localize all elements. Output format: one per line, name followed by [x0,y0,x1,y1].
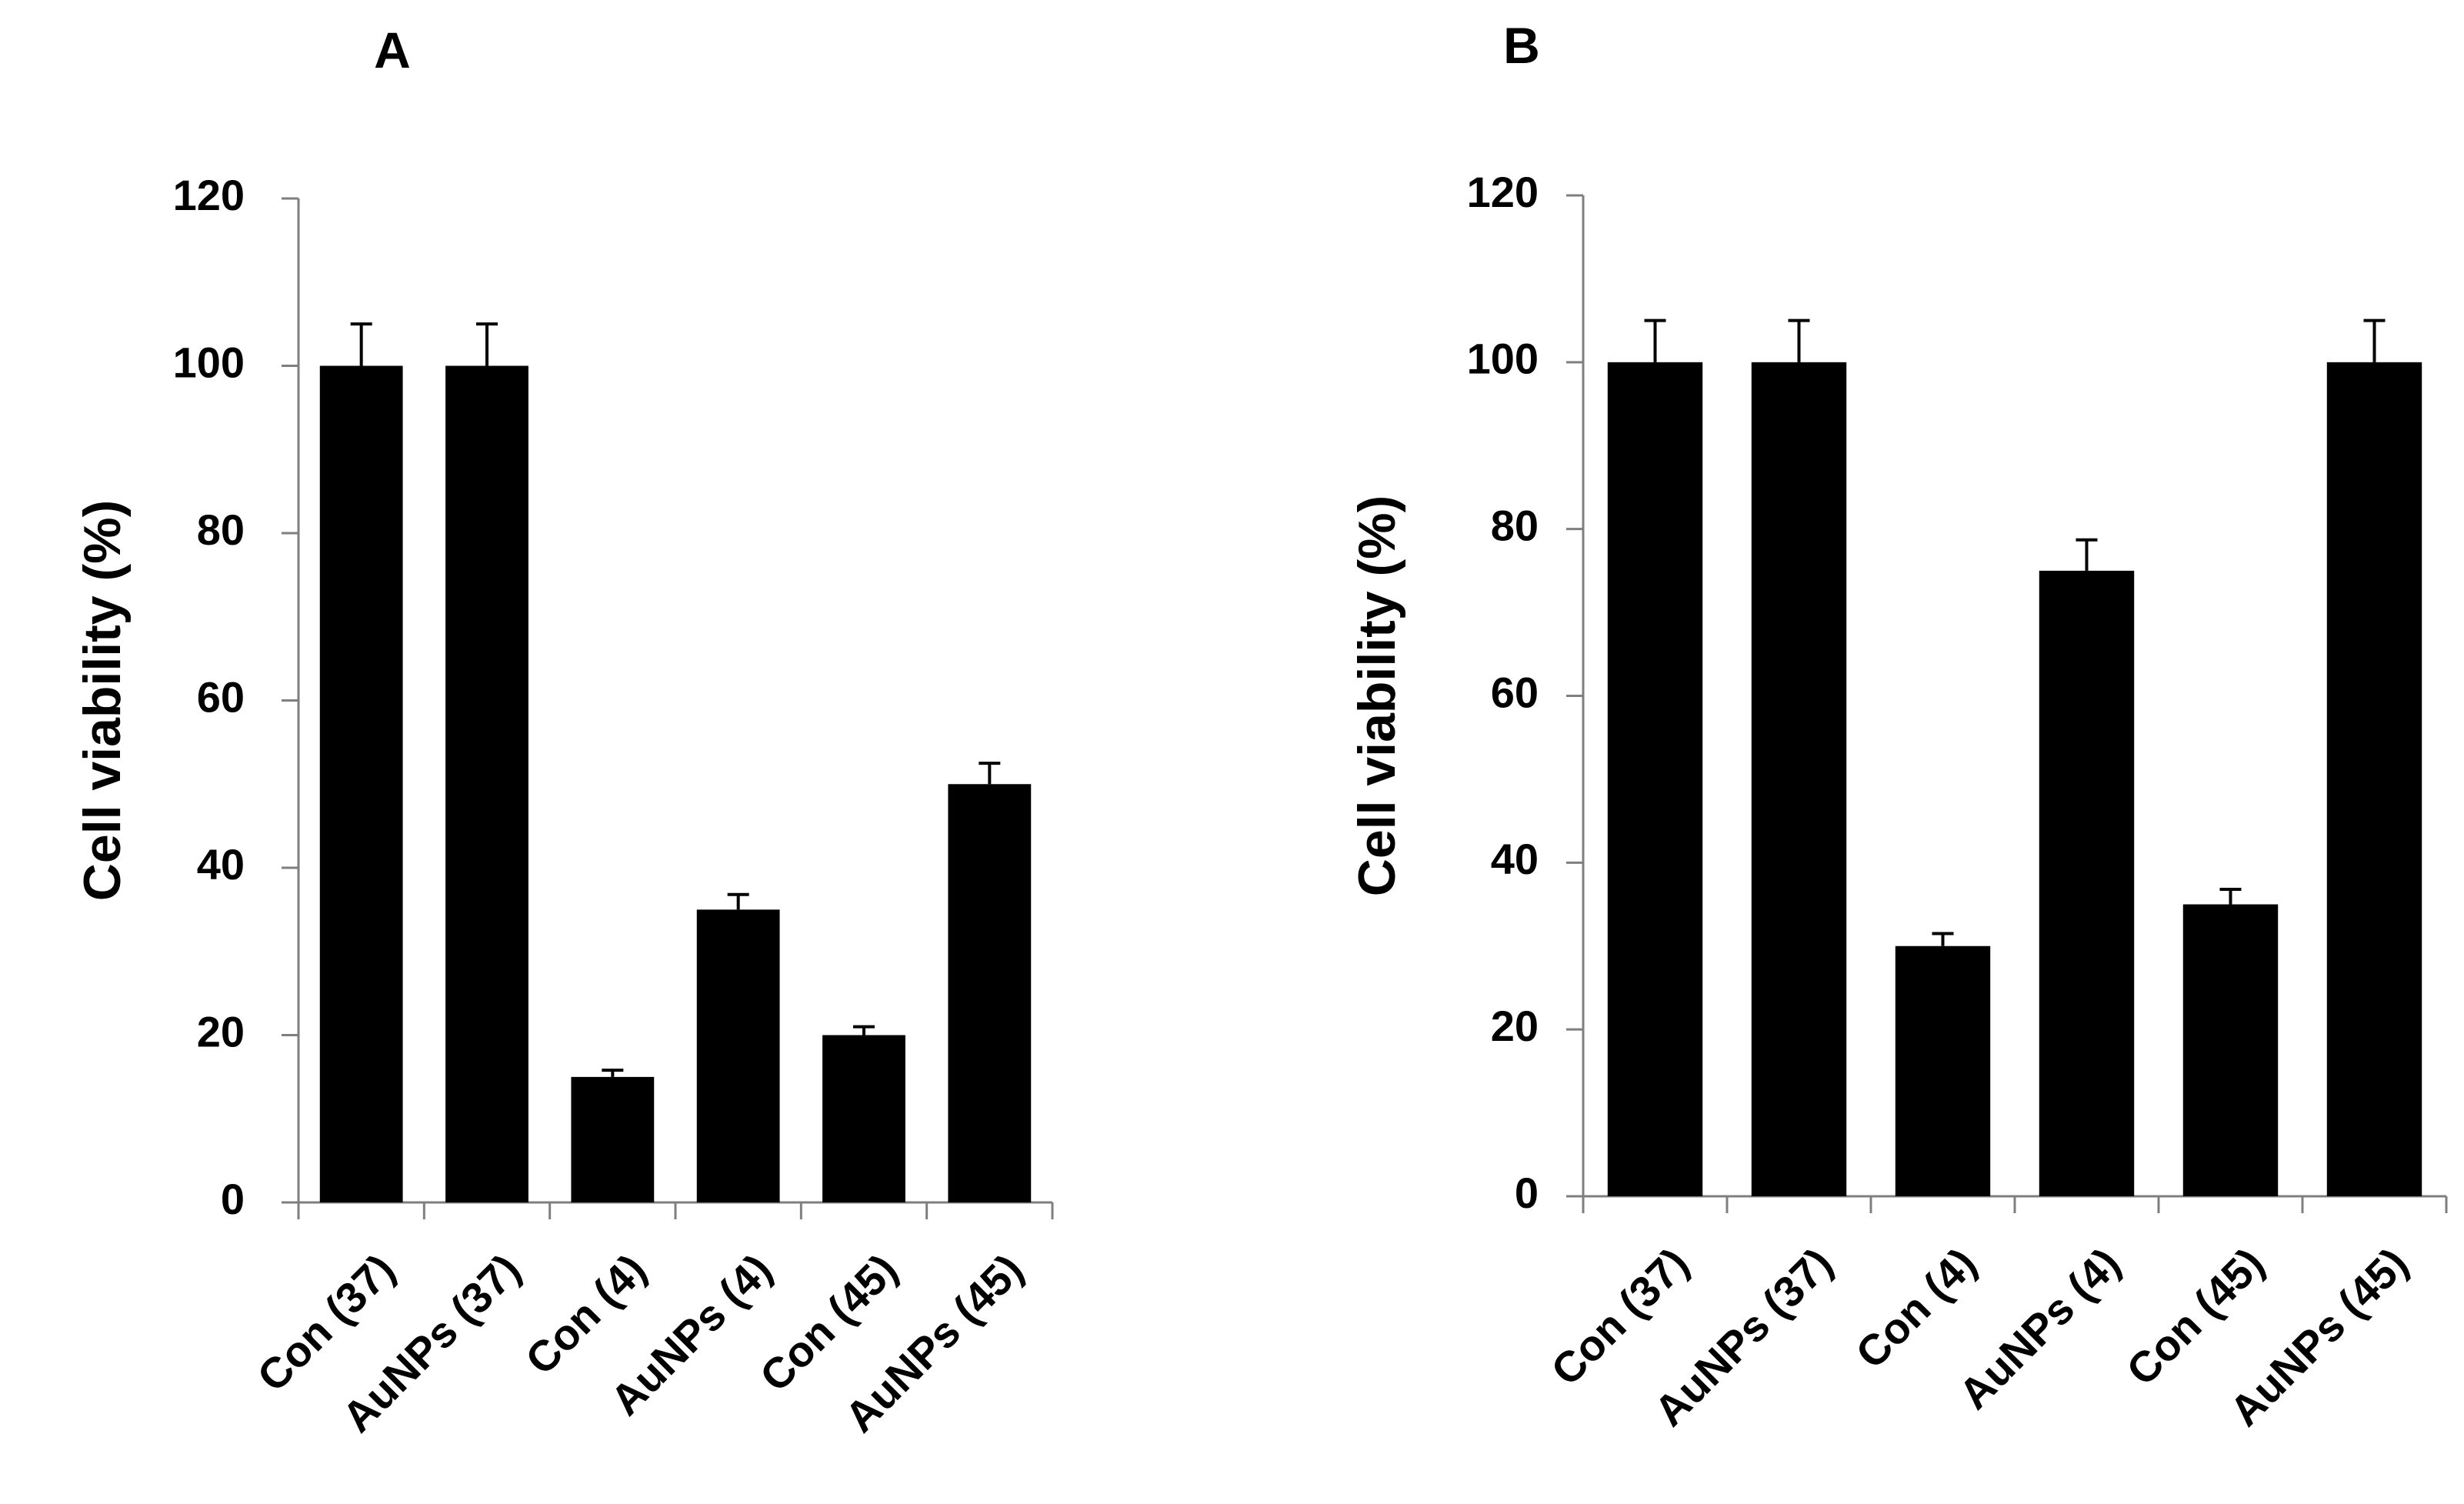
bar [2326,362,2422,1196]
bar [2182,904,2279,1196]
panel-label: A [374,22,411,78]
bar [445,365,528,1202]
bars [1607,362,2422,1196]
bar [1895,945,1991,1196]
category-labels: Con (37)AuNPs (37)Con (4)AuNPs (4)Con (4… [1542,1239,2417,1436]
category-labels: Con (37)AuNPs (37)Con (4)AuNPs (4)Con (4… [248,1245,1032,1442]
y-axis-title: Cell viability (%) [73,500,132,901]
bar [696,909,780,1202]
x-ticks [297,1202,1054,1219]
panel-b: B Cell viability (%) 0 20 40 60 80 100 120 Con… [1348,17,2448,1436]
error-bars [350,322,1001,1077]
y-tick-label: 0 [1515,1169,1539,1217]
y-tick-label: 40 [197,840,245,889]
bar [1607,362,1703,1196]
bar [822,1035,905,1202]
panel-label: B [1503,17,1540,74]
bar [2039,570,2135,1196]
y-tick-label: 80 [197,505,245,554]
y-tick-label: 40 [1491,835,1539,883]
category-label: Con (4) [1846,1239,1986,1378]
y-axis-title: Cell viability (%) [1348,495,1406,896]
bar [1751,362,1847,1196]
bars [319,365,1032,1202]
bar [948,784,1032,1202]
y-tick-label: 20 [197,1007,245,1055]
y-tick-label: 100 [173,338,245,386]
y-ticks: 0 20 40 60 80 100 120 [173,171,298,1223]
y-tick-label: 20 [1491,1002,1539,1050]
y-tick-label: 80 [1491,501,1539,549]
y-tick-label: 60 [1491,668,1539,716]
y-tick-label: 100 [1467,335,1539,383]
bar [571,1076,655,1202]
y-tick-label: 120 [1467,168,1539,216]
y-ticks: 0 20 40 60 80 100 120 [1467,168,1583,1217]
y-tick-label: 120 [173,171,245,219]
y-tick-label: 60 [197,672,245,721]
panel-a: A Cell viability (%) 0 20 40 60 80 100 120 Con… [73,22,1054,1442]
x-ticks [1582,1196,2448,1213]
y-tick-label: 0 [221,1175,245,1223]
error-bars [1644,318,2386,946]
bar [319,365,403,1202]
